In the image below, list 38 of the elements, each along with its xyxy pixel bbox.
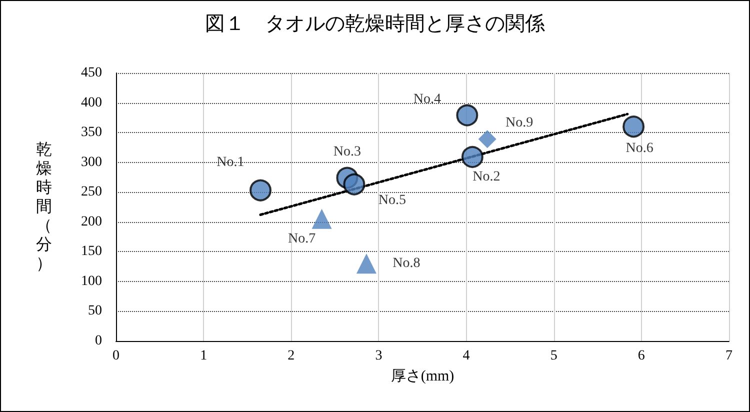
data-label: No.8 bbox=[392, 256, 420, 272]
point bbox=[461, 146, 484, 168]
x-tick-label: 3 bbox=[375, 348, 382, 364]
point bbox=[343, 173, 366, 196]
data-label: No.4 bbox=[413, 92, 441, 107]
point bbox=[250, 179, 272, 202]
x-tick-label: 7 bbox=[726, 348, 732, 364]
y-tick-label: 250 bbox=[81, 184, 102, 200]
data-label: No.3 bbox=[333, 144, 361, 160]
point bbox=[622, 116, 645, 138]
data-label: No.7 bbox=[288, 231, 316, 246]
y-tick-label: 100 bbox=[81, 274, 102, 289]
x-tick-label: 0 bbox=[112, 348, 120, 364]
y-tick-label: 350 bbox=[81, 125, 102, 140]
x-tick-label: 6 bbox=[638, 348, 645, 364]
y-tick-label: 0 bbox=[95, 334, 102, 348]
data-label: No.9 bbox=[505, 116, 534, 131]
y-tick-label: 50 bbox=[88, 304, 102, 319]
y-axis-title: 乾燥時間（分） bbox=[36, 142, 52, 272]
data-label: No.6 bbox=[626, 141, 654, 156]
x-tick-label: 2 bbox=[288, 348, 295, 364]
point bbox=[478, 130, 496, 148]
y-tick-label: 150 bbox=[81, 244, 102, 260]
x-axis-title: 厚さ(mm) bbox=[390, 368, 454, 384]
chart-title: 図１ タオルの乾燥時間と厚さの関係 bbox=[205, 13, 545, 35]
y-tick-label: 300 bbox=[81, 154, 102, 170]
point bbox=[456, 104, 478, 126]
x-tick-label: 1 bbox=[200, 348, 208, 364]
data-label: No.1 bbox=[216, 154, 244, 170]
x-tick-label: 4 bbox=[462, 348, 470, 364]
point bbox=[356, 254, 376, 274]
x-tick-label: 5 bbox=[550, 348, 558, 364]
data-label: No.2 bbox=[472, 169, 500, 184]
y-tick-label: 400 bbox=[81, 95, 102, 110]
y-tick-label: 450 bbox=[81, 66, 102, 80]
data-label: No.5 bbox=[378, 192, 406, 208]
point bbox=[312, 208, 332, 229]
y-tick-label: 200 bbox=[81, 214, 102, 230]
